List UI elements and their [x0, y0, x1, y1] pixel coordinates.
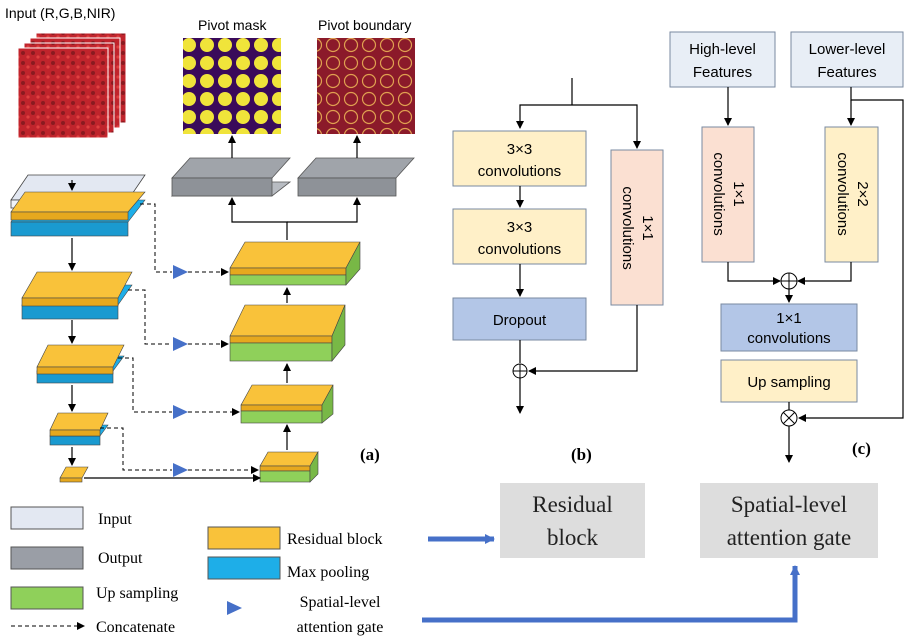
- conv1x1-mid-size: 1×1: [776, 310, 801, 327]
- lower-level-line2: Features: [817, 64, 876, 81]
- pivot-mask-label: Pivot mask: [198, 17, 267, 33]
- lower-level-features-box: [790, 31, 904, 88]
- lower-level-line1: Lower-level: [809, 41, 886, 58]
- residual-block-callout: [500, 483, 645, 558]
- legend-attention-line1: Spatial-level: [300, 594, 381, 611]
- encoder-bottleneck: [59, 466, 89, 483]
- high-level-features-box: [669, 31, 776, 88]
- conv1x1-high-box: [701, 126, 755, 263]
- decoder-level-3: [240, 384, 334, 424]
- conv1x1-box: [610, 149, 664, 306]
- conv2x2-size: 2×2: [854, 181, 871, 206]
- conv3x3-1-size: 3×3: [507, 141, 532, 158]
- output-layer-right: [297, 157, 415, 197]
- conv1x1-label: convolutions: [619, 186, 636, 269]
- spatial-attention-callout: [700, 483, 878, 558]
- skip-connections: [100, 203, 259, 474]
- conv3x3-box-2: [452, 208, 587, 265]
- conv1x1-high-label: convolutions: [710, 152, 727, 235]
- upsampling-box: [720, 359, 858, 403]
- legend-residual-swatch: [207, 526, 281, 550]
- panel-b-label: (b): [571, 445, 592, 464]
- legend-input-label: Input: [98, 511, 132, 528]
- input-image-stack: [17, 32, 127, 139]
- spatial-callout-line1: Spatial-level: [731, 492, 847, 517]
- spatial-callout-arrow: [422, 565, 800, 623]
- upsampling-label: Up sampling: [747, 374, 830, 391]
- output-layer-left: [170, 157, 292, 197]
- high-level-line1: High-level: [689, 41, 756, 58]
- decoder-level-2: [229, 304, 346, 362]
- legend-output-label: Output: [98, 550, 143, 567]
- conv3x3-2-label: convolutions: [478, 241, 561, 258]
- residual-block-diagram: 3×3 convolutions 3×3 convolutions Dropou…: [452, 78, 664, 414]
- legend-concatenate-label: Concatenate: [96, 619, 175, 636]
- conv2x2-box: [824, 126, 879, 263]
- attention-gate-diagram: High-level Features Lower-level Features…: [669, 31, 904, 463]
- encoder-level-4: [49, 412, 109, 446]
- legend-upsampling-label: Up sampling: [96, 585, 178, 602]
- conv3x3-2-size: 3×3: [507, 219, 532, 236]
- conv1x1-high-size: 1×1: [730, 181, 747, 206]
- conv3x3-box-1: [452, 130, 587, 187]
- spatial-callout-line2: attention gate: [727, 525, 852, 550]
- conv3x3-1-label: convolutions: [478, 163, 561, 180]
- decoder-level-1: [229, 241, 361, 286]
- conv2x2-label: convolutions: [834, 152, 851, 235]
- attention-gate-markers: [173, 265, 188, 477]
- panel-c-label: (c): [852, 439, 871, 458]
- legend-maxpool-label: Max pooling: [287, 564, 369, 581]
- dropout-label: Dropout: [493, 312, 547, 329]
- legend-input-swatch: [10, 506, 84, 530]
- legend-attention-line2: attention gate: [297, 619, 384, 636]
- pivot-boundary-label: Pivot boundary: [318, 17, 411, 33]
- legend: Input Output Up sampling Concatenate Res…: [10, 506, 384, 636]
- panel-a-label: (a): [360, 445, 380, 464]
- conv1x1-size: 1×1: [639, 215, 656, 240]
- pivot-mask-image: [183, 38, 281, 134]
- high-level-line2: Features: [693, 64, 752, 81]
- pivot-boundary-image: [317, 38, 415, 134]
- legend-residual-label: Residual block: [287, 531, 383, 548]
- decoder-level-4: [259, 450, 319, 483]
- residual-callout-line2: block: [547, 525, 599, 550]
- residual-callout-line1: Residual: [532, 492, 613, 517]
- encoder-level-1: [10, 191, 146, 237]
- conv1x1-mid-box: [720, 303, 858, 352]
- legend-maxpool-swatch: [207, 556, 281, 580]
- input-caption: Input (R,G,B,NIR): [5, 5, 115, 21]
- encoder-level-2: [21, 271, 133, 320]
- legend-upsampling-swatch: [10, 586, 84, 610]
- encoder-level-3: [36, 344, 125, 384]
- conv1x1-mid-label: convolutions: [747, 330, 830, 347]
- dropout-box: [452, 297, 587, 341]
- legend-output-swatch: [10, 546, 84, 570]
- legend-attention-marker: [227, 601, 242, 615]
